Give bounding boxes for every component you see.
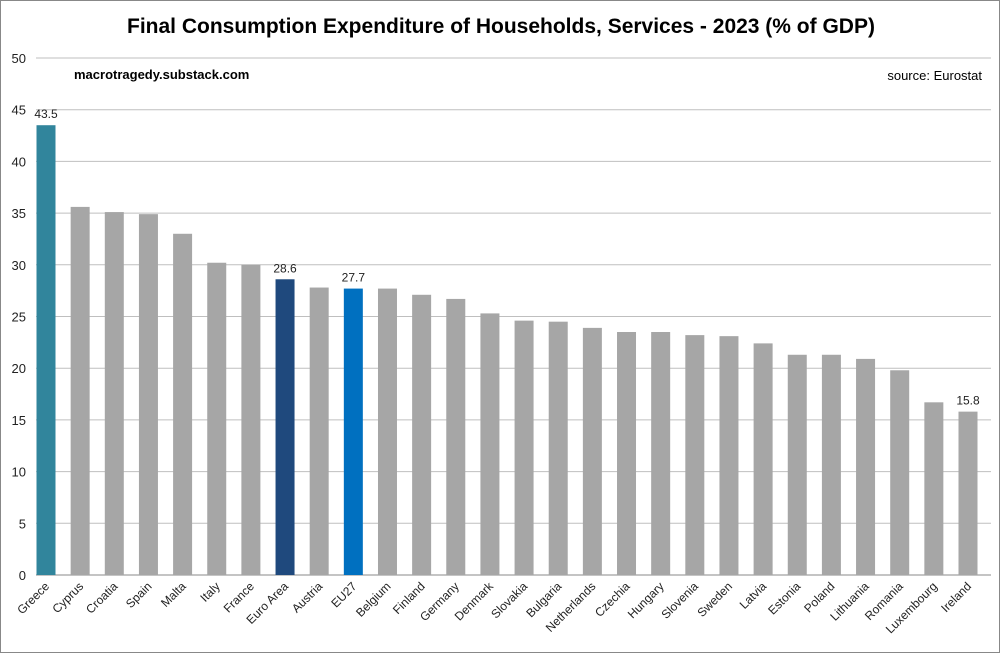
bar-eu27	[343, 288, 363, 575]
bar-germany	[446, 298, 466, 575]
y-tick-label: 20	[12, 361, 26, 376]
bar-italy	[207, 262, 227, 575]
y-tick-label: 0	[19, 568, 26, 583]
bar-ireland	[958, 411, 978, 575]
y-tick-label: 30	[12, 258, 26, 273]
bar-slovenia	[685, 335, 705, 575]
bar-france	[241, 264, 261, 575]
bar-cyprus	[70, 206, 90, 575]
bar-czechia	[617, 332, 637, 575]
bar-euro-area	[275, 279, 295, 575]
data-label: 27.7	[342, 271, 366, 285]
x-tick-label: Slovakia	[488, 579, 530, 621]
x-tick-label: Cyprus	[49, 579, 86, 616]
y-tick-label: 15	[12, 413, 26, 428]
x-tick-label: Ireland	[938, 579, 974, 615]
chart-title: Final Consumption Expenditure of Househo…	[127, 15, 875, 38]
bar-finland	[412, 294, 432, 575]
y-tick-label: 35	[12, 206, 26, 221]
y-tick-label: 45	[12, 103, 26, 118]
x-tick-label: Denmark	[452, 579, 497, 624]
y-tick-label: 5	[19, 516, 26, 531]
site-annotation: macrotragedy.substack.com	[74, 67, 250, 82]
bar-malta	[173, 233, 193, 575]
bar-greece	[36, 125, 56, 576]
bar-belgium	[377, 288, 397, 575]
x-tick-label: Croatia	[83, 579, 120, 616]
y-tick-label: 10	[12, 465, 26, 480]
data-label: 28.6	[273, 261, 297, 275]
bar-romania	[890, 370, 910, 575]
x-tick-label: Estonia	[765, 579, 803, 617]
x-tick-label: Greece	[14, 579, 52, 617]
data-label: 15.8	[956, 394, 980, 408]
x-tick-label: Italy	[197, 579, 222, 604]
bar-luxembourg	[924, 402, 944, 575]
bar-sweden	[719, 336, 739, 575]
y-tick-label: 50	[12, 51, 26, 66]
y-tick-label: 25	[12, 310, 26, 325]
x-tick-label: Slovenia	[658, 579, 701, 622]
data-label: 43.5	[34, 107, 58, 121]
x-tick-label: Malta	[158, 579, 189, 610]
bar-slovakia	[514, 320, 534, 575]
bar-bulgaria	[548, 321, 568, 575]
y-tick-label: 40	[12, 154, 26, 169]
x-tick-label: Spain	[123, 579, 155, 611]
source-annotation: source: Eurostat	[887, 68, 982, 83]
bar-hungary	[651, 332, 671, 575]
bar-austria	[309, 287, 329, 575]
bar-spain	[138, 214, 158, 575]
bar-croatia	[104, 212, 124, 576]
bar-denmark	[480, 313, 500, 575]
bar-netherlands	[582, 327, 602, 575]
x-tick-label: Belgium	[353, 579, 394, 620]
bar-estonia	[787, 354, 807, 575]
x-tick-label: Sweden	[695, 579, 736, 620]
bar-latvia	[753, 343, 773, 575]
x-tick-label: EU27	[328, 579, 359, 610]
x-tick-label: Austria	[289, 579, 326, 616]
bar-poland	[821, 354, 841, 575]
bar-lithuania	[856, 358, 876, 575]
